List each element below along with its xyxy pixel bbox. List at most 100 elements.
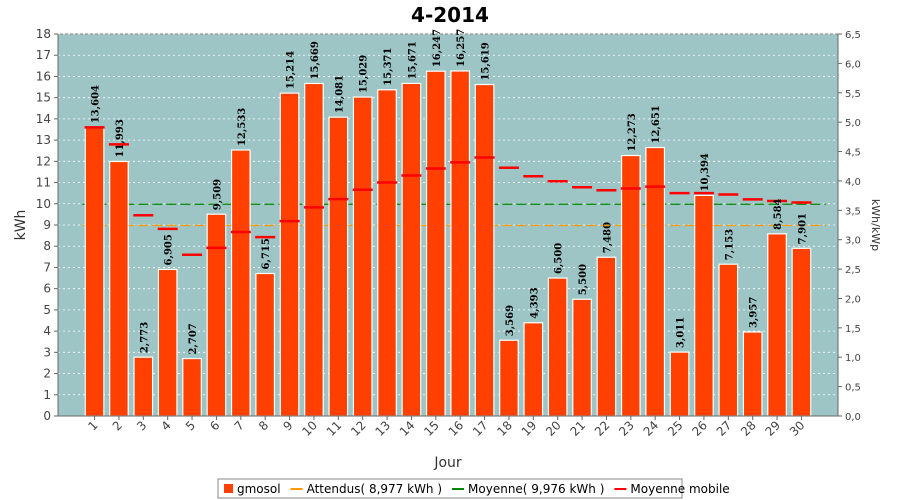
y-tick-label: 11 xyxy=(36,176,51,190)
data-label: 6,500 xyxy=(554,243,565,274)
y-tick-label: 4 xyxy=(43,324,51,338)
bar xyxy=(279,92,300,417)
bar xyxy=(133,356,154,417)
bar xyxy=(425,70,446,417)
data-label: 15,669 xyxy=(310,41,321,79)
legend: gmosol Attendus( 8,977 kWh ) Moyenne( 9,97… xyxy=(217,478,730,499)
y2-tick-label: 1,0 xyxy=(845,353,861,364)
y2-tick-label: 3,5 xyxy=(845,206,861,217)
y-tick-label: 3 xyxy=(43,345,51,359)
y2-tick-label: 2,5 xyxy=(845,265,861,276)
bar xyxy=(182,357,202,417)
data-label: 15,029 xyxy=(359,55,370,93)
data-label: 7,153 xyxy=(724,229,735,260)
data-label: 2,773 xyxy=(139,322,150,353)
y-tick-label: 0 xyxy=(43,409,51,423)
bar xyxy=(255,272,276,417)
data-label: 7,901 xyxy=(797,213,808,244)
legend-label: Moyenne( 9,976 kWh ) xyxy=(468,482,604,496)
y-tick-label: 9 xyxy=(43,218,51,232)
y2-tick-label: 3,0 xyxy=(845,236,861,247)
bar xyxy=(109,160,129,417)
y-tick-label: 12 xyxy=(36,154,51,168)
y-tick-label: 10 xyxy=(36,197,51,211)
bar xyxy=(767,233,787,417)
data-label: 9,509 xyxy=(212,179,223,210)
y-tick-label: 18 xyxy=(36,27,51,41)
y-tick-label: 13 xyxy=(36,133,51,147)
bar xyxy=(352,96,373,417)
x-axis-title: Jour xyxy=(433,455,462,471)
bar xyxy=(450,70,471,417)
y-tick-label: 7 xyxy=(43,260,51,274)
bar xyxy=(157,268,178,417)
data-label: 4,393 xyxy=(529,287,540,318)
bar xyxy=(474,83,495,417)
y-tick-label: 1 xyxy=(43,388,51,402)
bar xyxy=(230,149,251,417)
data-label: 15,371 xyxy=(383,48,394,86)
data-label: 11,993 xyxy=(115,119,126,157)
y2-tick-label: 0,0 xyxy=(845,412,861,423)
y2-tick-label: 1,5 xyxy=(845,324,861,335)
data-label: 14,081 xyxy=(334,75,345,113)
data-label: 12,273 xyxy=(627,113,638,151)
y-tick-label: 2 xyxy=(43,367,51,381)
y2-tick-label: 5,5 xyxy=(845,89,861,100)
legend-box xyxy=(217,478,683,499)
data-label: 15,214 xyxy=(286,51,297,89)
y2-axis-title: kWh/kWp xyxy=(869,199,882,251)
legend-label: Moyenne mobile xyxy=(630,482,729,496)
y-tick-label: 15 xyxy=(36,91,51,105)
legend-label: Attendus( 8,977 kWh ) xyxy=(307,482,442,496)
bar xyxy=(206,213,227,417)
data-label: 6,715 xyxy=(261,238,272,269)
bar xyxy=(328,116,349,417)
data-label: 15,619 xyxy=(481,42,492,80)
data-label: 13,604 xyxy=(91,85,102,123)
bar xyxy=(620,154,641,417)
data-label: 3,957 xyxy=(749,297,760,328)
data-labels: 13,604 11,993 2,773 6,905 2,707 9,509 12,533 6,… xyxy=(91,29,809,355)
y2-tick-label: 6,5 xyxy=(845,30,861,41)
data-label: 8,584 xyxy=(773,198,784,229)
data-label: 10,394 xyxy=(700,153,711,191)
y2-tick-label: 4,5 xyxy=(845,148,861,159)
legend-label: gmosol xyxy=(237,482,281,496)
bar xyxy=(572,298,592,417)
data-label: 16,257 xyxy=(456,29,467,67)
chart-title: 4-2014 xyxy=(411,3,489,27)
y-tick-label: 14 xyxy=(36,112,51,126)
y-tick-label: 17 xyxy=(36,48,51,62)
bar xyxy=(791,247,812,417)
data-label: 12,651 xyxy=(651,105,662,143)
bar xyxy=(742,331,763,417)
y2-tick-label: 0,5 xyxy=(845,383,861,394)
data-label: 2,707 xyxy=(188,323,199,354)
y-tick-label: 8 xyxy=(43,239,51,253)
y2-tick-label: 6,0 xyxy=(845,59,861,70)
y-tick-label: 6 xyxy=(43,282,51,296)
bar xyxy=(523,322,544,417)
data-label: 7,480 xyxy=(602,222,613,253)
bar xyxy=(377,89,397,417)
data-label: 6,905 xyxy=(164,234,175,265)
bar xyxy=(596,256,617,417)
bar xyxy=(401,82,422,417)
data-label: 5,500 xyxy=(578,264,589,295)
legend-swatch-bar xyxy=(224,484,233,493)
bar xyxy=(694,194,714,417)
y2-tick-label: 2,0 xyxy=(845,294,861,305)
y2-tick-label: 5,0 xyxy=(845,118,861,129)
bar xyxy=(718,263,739,417)
data-label: 3,569 xyxy=(505,305,516,336)
moving-average-marks xyxy=(84,126,812,256)
bar xyxy=(669,351,690,417)
y2-tick-label: 4,0 xyxy=(845,177,861,188)
y-tick-label: 16 xyxy=(36,69,51,83)
bar xyxy=(304,82,324,417)
y-tick-label: 5 xyxy=(43,303,51,317)
data-label: 15,671 xyxy=(407,41,418,79)
data-label: 16,247 xyxy=(432,29,443,67)
